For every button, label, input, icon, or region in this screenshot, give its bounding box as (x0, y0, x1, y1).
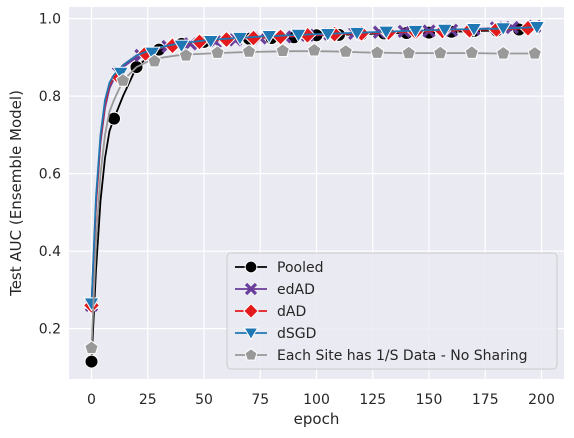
data-point (84, 340, 99, 355)
data-point (275, 43, 290, 57)
legend-marker (243, 303, 259, 319)
data-point (173, 39, 190, 54)
legend-item: dAD (235, 303, 306, 320)
data-point (338, 43, 353, 58)
legend-label: Each Site has 1/S Data - No Sharing (277, 348, 528, 364)
data-point (370, 45, 385, 59)
y-tick-label: 0.8 (39, 89, 61, 105)
x-tick-label: 25 (139, 392, 157, 408)
y-tick-label: 0.4 (39, 244, 61, 260)
data-point (464, 45, 479, 59)
data-point (260, 29, 278, 45)
data-point (290, 28, 307, 44)
legend-label: edAD (277, 282, 315, 298)
x-tick-label: 150 (416, 392, 443, 408)
data-point (528, 21, 546, 36)
y-tick-label: 0.2 (39, 322, 61, 338)
legend-label: dSGD (277, 326, 316, 342)
legend-item: Pooled (235, 260, 323, 276)
data-point (231, 31, 249, 47)
data-point (436, 23, 454, 38)
data-point (433, 45, 448, 60)
series-each-site-has-1-s-data-no-sharing (84, 42, 542, 355)
legend-item: Each Site has 1/S Data - No Sharing (235, 348, 528, 364)
legend-label: dAD (277, 304, 306, 320)
data-point (84, 354, 99, 369)
x-tick-label: 75 (251, 392, 269, 408)
y-tick-label: 1.0 (39, 12, 61, 28)
data-point (202, 34, 220, 50)
x-tick-label: 200 (528, 392, 555, 408)
data-point (178, 47, 194, 62)
data-point (147, 53, 162, 68)
data-point (377, 25, 395, 40)
series-dsgd (83, 21, 546, 312)
x-tick-label: 100 (303, 392, 330, 408)
data-point (319, 28, 337, 43)
legend: Pooled edAD dAD dSGD Each Site has 1/S Data … (226, 252, 558, 370)
x-tick-label: 50 (195, 392, 213, 408)
legend-label: Pooled (277, 260, 323, 276)
data-point (115, 73, 131, 87)
legend-marker (244, 282, 258, 296)
x-tick-label: 0 (87, 392, 96, 408)
data-point (307, 42, 322, 57)
y-axis-ticks: 0.2 0.4 0.6 0.8 1.0 (39, 12, 61, 338)
data-point (210, 45, 225, 59)
data-point (112, 66, 130, 81)
y-tick-label: 0.6 (39, 167, 61, 183)
legend-marker (244, 260, 258, 274)
data-point (143, 46, 161, 61)
y-axis-label: Test AUC (Ensemble Model) (7, 90, 25, 297)
data-point (348, 26, 366, 42)
x-tick-label: 175 (472, 392, 499, 408)
legend-frame (226, 252, 558, 370)
data-point (494, 22, 512, 37)
series-layer (82, 19, 546, 369)
x-axis-label: epoch (294, 410, 340, 428)
legend-marker (243, 327, 259, 341)
data-point (401, 45, 416, 60)
data-point (244, 29, 263, 47)
data-point (465, 22, 483, 38)
legend-item: dSGD (235, 326, 316, 342)
data-point (241, 43, 257, 58)
x-tick-label: 125 (359, 392, 386, 408)
legend-marker (244, 348, 258, 361)
legend-item: edAD (235, 282, 315, 298)
data-point (83, 297, 100, 312)
data-point (527, 45, 542, 60)
data-point (407, 24, 424, 40)
x-axis-ticks: 0 25 50 75 100 125 150 175 200 (87, 392, 555, 408)
data-point (496, 45, 511, 60)
